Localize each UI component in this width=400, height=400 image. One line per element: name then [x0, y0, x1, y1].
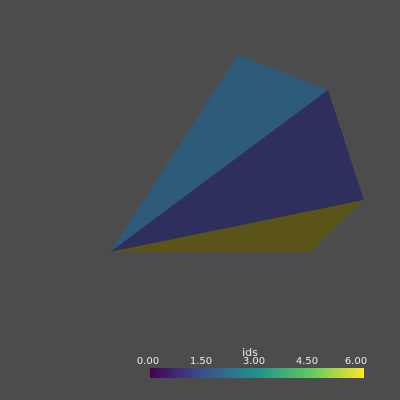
scalar-bar-ticks: 0.00 1.50 3.00 4.50 6.00 [120, 356, 380, 368]
tick-label: 3.00 [242, 356, 266, 367]
colormap-gradient [150, 368, 364, 378]
tick-label: 4.50 [295, 356, 319, 367]
mesh-face-middle [110, 90, 364, 252]
mesh-face-bottom [110, 200, 364, 252]
tick-label: 0.00 [136, 356, 160, 367]
tick-label: 1.50 [189, 356, 213, 367]
scalar-bar-title: ids [242, 346, 258, 359]
tick-label: 6.00 [344, 356, 368, 367]
mesh-face-top [110, 55, 328, 252]
scalar-bar: ids 0.00 1.50 3.00 4.50 6.00 [120, 346, 380, 386]
